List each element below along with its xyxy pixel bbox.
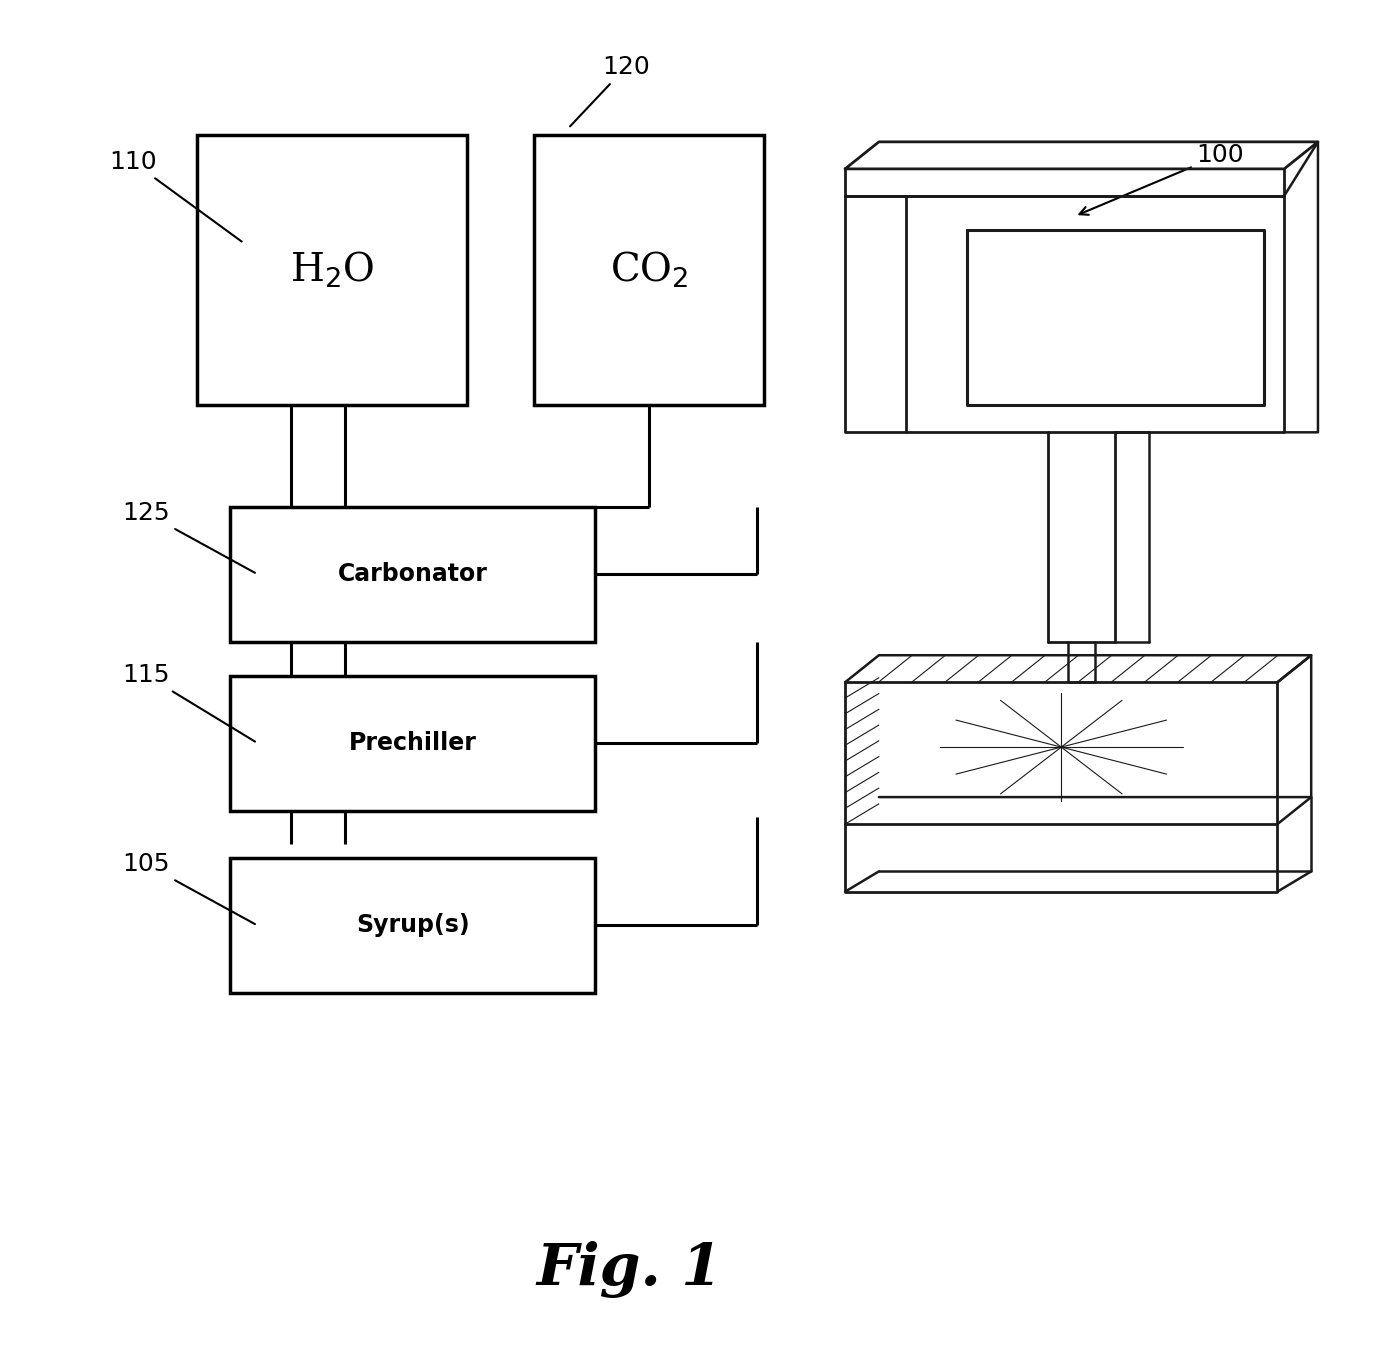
Text: Prechiller: Prechiller	[348, 731, 476, 755]
Text: Syrup(s): Syrup(s)	[357, 913, 469, 938]
FancyBboxPatch shape	[230, 858, 595, 993]
Text: 100: 100	[1080, 143, 1244, 215]
Text: H$_2$O: H$_2$O	[290, 250, 373, 290]
Text: 110: 110	[109, 150, 241, 242]
FancyBboxPatch shape	[196, 135, 467, 405]
Text: 125: 125	[123, 501, 255, 573]
FancyBboxPatch shape	[230, 507, 595, 642]
Text: 115: 115	[123, 663, 255, 742]
FancyBboxPatch shape	[535, 135, 763, 405]
Text: 120: 120	[570, 55, 649, 127]
Text: Fig. 1: Fig. 1	[536, 1242, 722, 1298]
Text: 105: 105	[123, 852, 255, 924]
FancyBboxPatch shape	[230, 676, 595, 811]
Text: CO$_2$: CO$_2$	[610, 250, 688, 290]
Text: Carbonator: Carbonator	[338, 562, 488, 586]
